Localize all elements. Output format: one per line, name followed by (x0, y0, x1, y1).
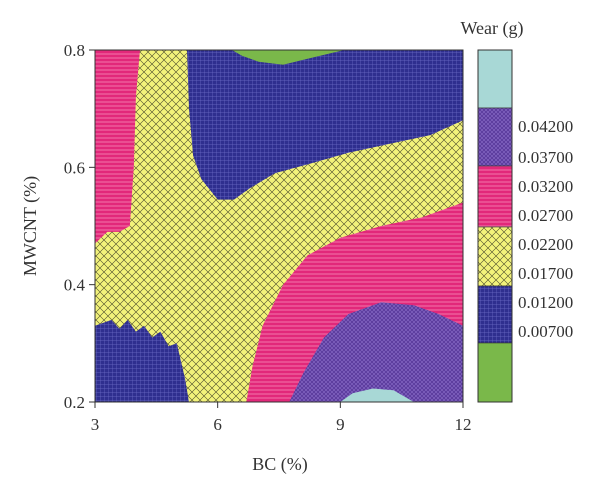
colorbar-swatch (477, 342, 513, 403)
plot-area (95, 50, 463, 402)
colorbar-label: 0.00700 (518, 322, 573, 341)
colorbar-label: 0.01700 (518, 264, 573, 283)
colorbar-title: Wear (g) (460, 18, 523, 39)
y-tick-label: 0.6 (64, 158, 85, 177)
plot-frame (94, 49, 464, 403)
colorbar-label: 0.02200 (518, 235, 573, 254)
contour-region-pink-top-left (95, 50, 140, 244)
colorbar-label: 0.03700 (518, 148, 573, 167)
contour-region-navy-top (187, 50, 463, 200)
y-tick-label: 0.2 (64, 393, 85, 412)
y-axis-title: MWCNT (%) (20, 176, 41, 276)
x-tick-label: 6 (213, 415, 222, 434)
colorbar: 0.04200 0.03700 0.03200 0.02700 0.02200 0.017… (477, 49, 573, 403)
x-tick-label: 9 (336, 415, 345, 434)
colorbar-swatch (477, 49, 513, 109)
colorbar-swatch (477, 285, 513, 344)
colorbar-swatch (477, 226, 513, 287)
x-tick-label: 12 (455, 415, 472, 434)
colorbar-label: 0.02700 (518, 206, 573, 225)
colorbar-frame (477, 49, 513, 403)
y-tick-label: 0.4 (64, 276, 86, 295)
contour-region-cyan-bottom (340, 388, 414, 402)
contour-region-purple-lower-right (289, 302, 463, 402)
colorbar-swatch (477, 165, 513, 228)
y-tick-label: 0.8 (64, 41, 85, 60)
x-axis-title: BC (%) (252, 454, 308, 475)
colorbar-label: 0.04200 (518, 117, 573, 136)
colorbar-label: 0.03200 (518, 177, 573, 196)
contour-region-green-top (232, 50, 345, 65)
axes: 3 6 9 12 0.2 0.4 0.6 0.8 (64, 41, 472, 434)
colorbar-swatch (477, 107, 513, 167)
colorbar-label: 0.01200 (518, 293, 573, 312)
x-tick-label: 3 (91, 415, 100, 434)
contour-region-navy-bottom-left (95, 319, 189, 402)
